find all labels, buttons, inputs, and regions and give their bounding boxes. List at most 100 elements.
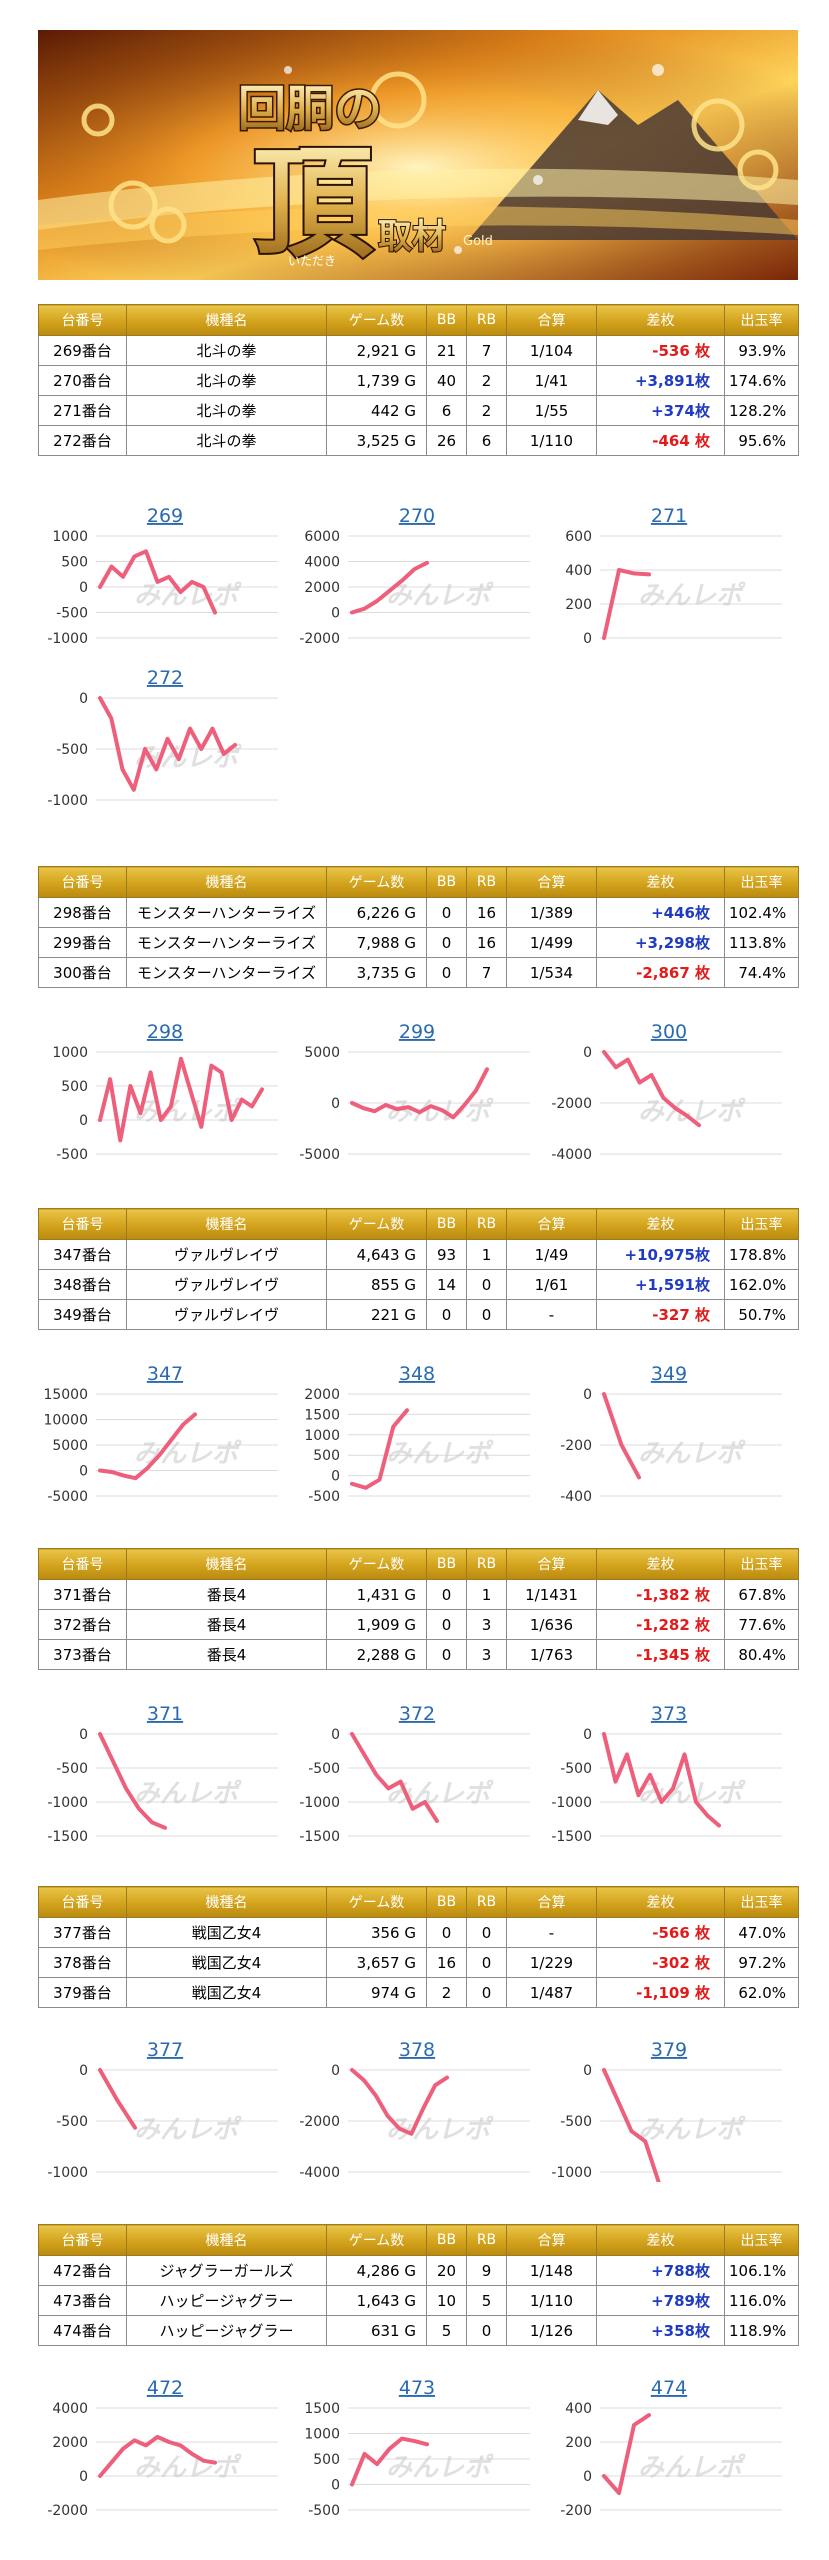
- column-header: 出玉率: [724, 304, 799, 336]
- data-point: [149, 1070, 153, 1074]
- chart-title[interactable]: 349: [651, 1363, 687, 1385]
- chart-title[interactable]: 474: [651, 2377, 687, 2399]
- data-point: [350, 2068, 354, 2072]
- cell-games: 4,643 G: [326, 1239, 427, 1270]
- chart-title[interactable]: 298: [147, 1021, 183, 1043]
- cell-combined: 1/534: [506, 957, 597, 988]
- chart-title[interactable]: 377: [147, 2039, 183, 2061]
- data-point: [128, 1084, 132, 1088]
- data-point: [193, 1412, 197, 1416]
- cell-games: 1,643 G: [326, 2285, 427, 2316]
- cell-no: 472番台: [38, 2255, 127, 2286]
- data-point: [619, 1443, 624, 1447]
- chart-title[interactable]: 373: [651, 1703, 687, 1725]
- column-header: ゲーム数: [326, 1886, 427, 1918]
- chart-title[interactable]: 269: [147, 505, 183, 527]
- data-point: [694, 1800, 698, 1804]
- column-header: RB: [466, 1208, 507, 1240]
- data-point: [685, 1114, 689, 1118]
- cell-machine: 戦国乙女4: [126, 1917, 327, 1948]
- data-point: [375, 599, 379, 603]
- cell-rate: 113.8%: [724, 927, 799, 958]
- y-tick-label: 0: [79, 1113, 88, 1129]
- data-point: [386, 1786, 391, 1790]
- data-point: [98, 585, 102, 589]
- y-tick-label: 5000: [304, 1045, 340, 1061]
- table-row: 348番台 ヴァルヴレイヴ 855 G 14 0 1/61 +1,591枚 162.0%: [38, 1269, 799, 1300]
- watermark-text: みんレポ: [638, 2453, 746, 2483]
- data-point: [169, 1104, 173, 1108]
- chart-title[interactable]: 472: [147, 2377, 183, 2399]
- chart-title[interactable]: 379: [651, 2039, 687, 2061]
- data-point: [144, 549, 148, 553]
- column-header: BB: [426, 1208, 467, 1240]
- banner-title-main: 回胴の: [238, 81, 382, 137]
- cell-machine: ヴァルヴレイヴ: [126, 1299, 327, 1330]
- chart-title[interactable]: 271: [651, 505, 687, 527]
- cell-diff: -1,109 枚: [596, 1977, 725, 2008]
- y-tick-label: -1000: [47, 1795, 88, 1811]
- watermark-text: みんレポ: [134, 1779, 242, 1809]
- cell-machine: 戦国乙女4: [126, 1977, 327, 2008]
- y-tick-label: 4000: [52, 2401, 88, 2417]
- cell-rb: 16: [466, 897, 507, 928]
- cell-rb: 2: [466, 395, 507, 426]
- cell-diff: -1,345 枚: [596, 1639, 725, 1670]
- column-header: RB: [466, 1548, 507, 1580]
- cell-bb: 0: [426, 1917, 467, 1948]
- cell-rb: 1: [466, 1579, 507, 1610]
- data-point: [250, 1104, 254, 1108]
- column-header: 機種名: [126, 1548, 327, 1580]
- cell-no: 473番台: [38, 2285, 127, 2316]
- chart-title[interactable]: 347: [147, 1363, 183, 1385]
- data-point: [409, 2132, 413, 2136]
- cell-diff: +446枚: [596, 897, 725, 928]
- data-point: [240, 1098, 244, 1102]
- data-point: [177, 757, 181, 761]
- chart-title[interactable]: 272: [147, 667, 183, 689]
- cell-diff: +10,975枚: [596, 1239, 725, 1270]
- chart-title[interactable]: 300: [651, 1021, 687, 1043]
- cell-no: 373番台: [38, 1639, 127, 1670]
- watermark-text: みんレポ: [386, 1439, 494, 1469]
- data-point: [405, 1408, 409, 1412]
- cell-rate: 93.9%: [724, 335, 799, 366]
- chart-title[interactable]: 473: [399, 2377, 435, 2399]
- cell-machine: 北斗の拳: [126, 335, 327, 366]
- data-point: [350, 1732, 354, 1736]
- chart-title[interactable]: 372: [399, 1703, 435, 1725]
- data-point: [423, 1800, 427, 1804]
- column-header: 台番号: [38, 866, 127, 898]
- y-tick-label: 1000: [304, 1428, 340, 1444]
- y-tick-label: 0: [79, 580, 88, 596]
- column-header: BB: [426, 866, 467, 898]
- cell-bb: 0: [426, 927, 467, 958]
- cell-bb: 0: [426, 1609, 467, 1640]
- data-point: [637, 1475, 641, 1479]
- chart-271: 271 600 400 200 0 みんレポ: [565, 505, 782, 647]
- chart-title[interactable]: 371: [147, 1703, 183, 1725]
- watermark-text: みんレポ: [638, 1439, 746, 1469]
- series-line: [98, 2068, 137, 2130]
- cell-rate: 106.1%: [724, 2255, 799, 2286]
- data-point: [165, 737, 170, 741]
- chart-title[interactable]: 348: [399, 1363, 435, 1385]
- y-tick-label: -500: [308, 1761, 340, 1777]
- chart-title[interactable]: 299: [399, 1021, 435, 1043]
- data-point: [190, 2452, 194, 2456]
- data-point: [143, 747, 147, 751]
- cell-games: 4,286 G: [326, 2255, 427, 2286]
- cell-bb: 0: [426, 897, 467, 928]
- y-tick-label: 1500: [304, 2401, 340, 2417]
- data-point: [429, 1104, 433, 1108]
- cell-combined: 1/110: [506, 2285, 597, 2316]
- data-point: [233, 743, 237, 747]
- column-header: RB: [466, 2224, 507, 2256]
- cell-rb: 5: [466, 2285, 507, 2316]
- cell-rate: 97.2%: [724, 1947, 799, 1978]
- chart-title[interactable]: 270: [399, 505, 435, 527]
- data-point: [474, 1089, 478, 1093]
- cell-bb: 10: [426, 2285, 467, 2316]
- chart-title[interactable]: 378: [399, 2039, 435, 2061]
